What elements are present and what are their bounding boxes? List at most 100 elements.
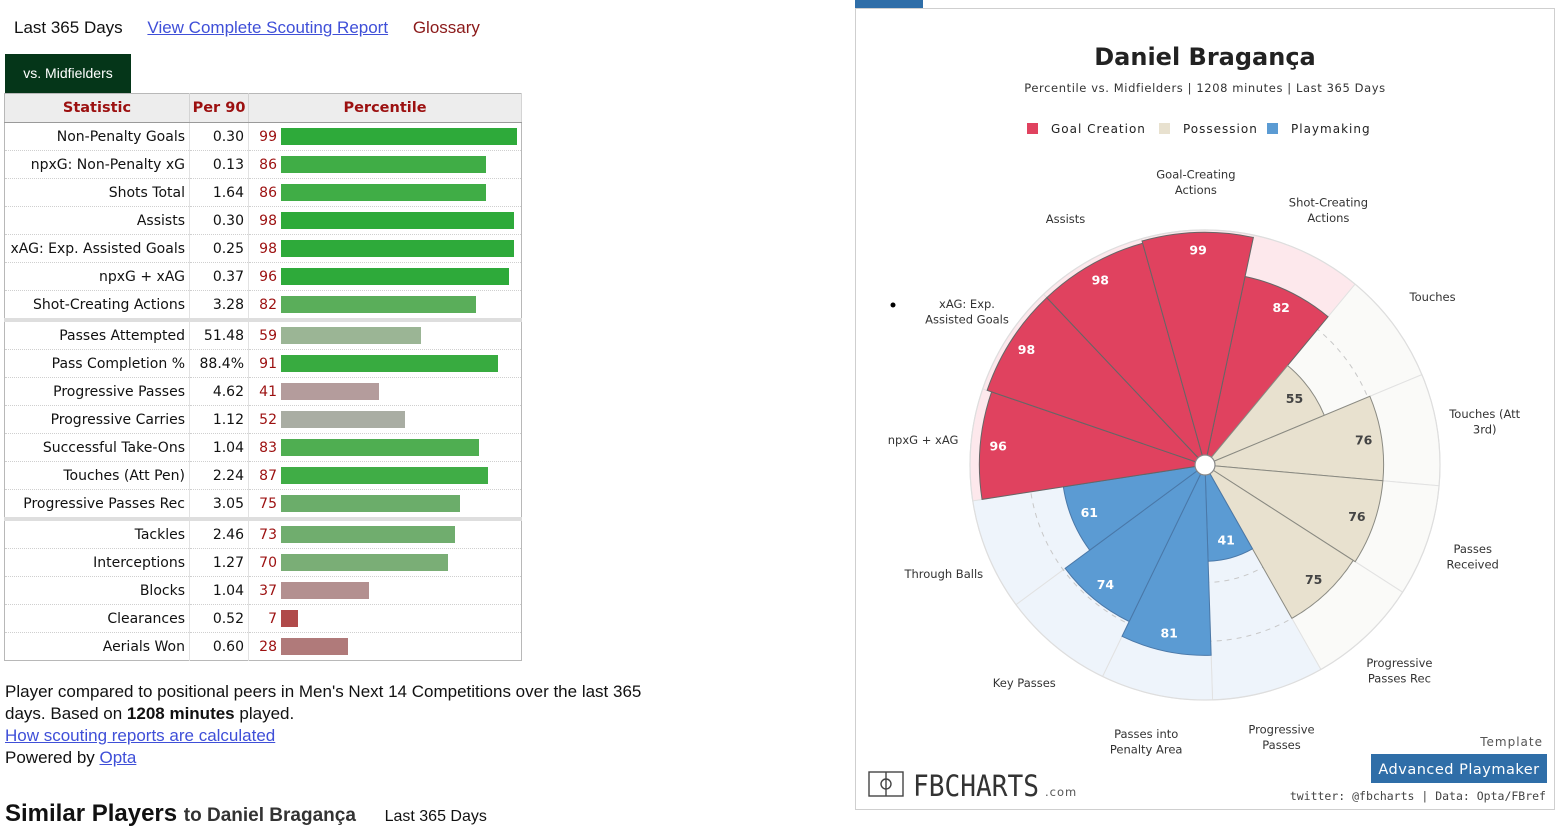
category-label: Assists [1046,212,1086,226]
legend-swatch [1027,123,1038,134]
pizza-chart: Daniel Bragança Percentile vs. Midfielde… [868,43,1547,803]
value-slice[interactable] [986,296,1206,466]
table-row: Interceptions 1.27 70 [4,548,522,577]
category-label: Actions [1175,183,1217,197]
percentile-value: 99 [259,128,277,145]
percentile-bar [281,268,509,285]
percentile-value: 98 [259,212,277,229]
table-row: npxG + xAG 0.37 96 [4,262,522,291]
percentile-cell: 91 [248,349,522,378]
percentile-bar [281,240,514,257]
stat-name: npxG + xAG [4,262,190,291]
percentile-cell: 82 [248,290,522,321]
value-slice[interactable] [1064,464,1206,623]
stat-name: Shot-Creating Actions [4,290,190,321]
opta-link[interactable]: Opta [99,748,137,767]
tab-vs-midfielders[interactable]: vs. Midfielders [5,54,131,93]
value-label: 75 [1305,572,1322,587]
value-slice[interactable] [1046,242,1206,466]
per90-value: 4.62 [189,377,249,406]
table-row: Progressive Passes 4.62 41 [4,377,522,406]
table-row: Blocks 1.04 37 [4,576,522,605]
legend-swatch [1267,123,1278,134]
table-row: Shot-Creating Actions 3.28 82 [4,290,522,321]
period-label: Last 365 Days [14,18,123,37]
category-label: Through Balls [903,567,983,581]
table-row: Aerials Won 0.60 28 [4,632,522,661]
percentile-bar [281,355,498,372]
category-label: 3rd) [1473,423,1497,437]
category-label: npxG + xAG [888,433,959,447]
category-label: Passes into [1114,727,1178,741]
percentile-cell: 28 [248,632,522,661]
percentile-cell: 98 [248,206,522,235]
minutes-played: 1208 minutes [126,704,235,723]
stat-name: Passes Attempted [4,318,190,350]
chart-legend: Goal Creation Possession Playmaking [1027,122,1370,136]
value-slice[interactable] [1121,464,1212,656]
per90-value: 0.37 [189,262,249,291]
percentile-cell: 86 [248,178,522,207]
percentile-bar [281,156,486,173]
value-slice[interactable] [1204,464,1384,563]
percentile-value: 52 [259,411,277,428]
percentile-bar [281,439,479,456]
per90-value: 0.52 [189,604,249,633]
table-row: Shots Total 1.64 86 [4,178,522,207]
per90-header[interactable]: Per 90 [189,93,249,123]
percentile-cell: 96 [248,262,522,291]
percentile-value: 7 [268,610,277,627]
similar-title: Similar Players [5,800,178,827]
how-calculated-link[interactable]: How scouting reports are calculated [5,726,276,745]
template-badge[interactable] [1371,754,1547,783]
chart-subtitle: Percentile vs. Midfielders | 1208 minute… [1024,81,1385,95]
table-row: Assists 0.30 98 [4,206,522,235]
value-slice[interactable] [1204,275,1329,466]
template-name: Advanced Playmaker [1378,762,1539,778]
value-slice[interactable] [978,391,1206,500]
chart-panel-tab[interactable] [855,0,923,8]
category-label: Passes [1262,738,1301,752]
percentile-bar [281,212,514,229]
table-header-row: Statistic Per 90 Percentile [4,93,522,123]
percentile-value: 37 [259,582,277,599]
percentile-bar [281,327,421,344]
percentile-value: 98 [259,240,277,257]
value-slice[interactable] [1204,464,1354,620]
percentile-value: 73 [259,526,277,543]
category-label: xAG: Exp. [939,297,995,311]
value-label: 55 [1286,391,1303,406]
outer-ring [969,229,1441,701]
table-row: Pass Completion % 88.4% 91 [4,349,522,378]
value-label: 82 [1272,300,1289,315]
percentile-bar [281,296,476,313]
category-label: Actions [1307,211,1349,225]
per90-value: 0.13 [189,150,249,179]
table-row: Non-Penalty Goals 0.30 99 [4,122,522,151]
per90-value: 1.04 [189,433,249,462]
percentile-value: 86 [259,184,277,201]
per90-value: 1.12 [189,405,249,434]
percentile-bar [281,638,348,655]
per90-value: 1.04 [189,576,249,605]
stat-name: Touches (Att Pen) [4,461,190,490]
percentile-cell: 73 [248,517,522,549]
statistic-header[interactable]: Statistic [4,93,190,123]
scouting-report-link[interactable]: View Complete Scouting Report [147,18,389,37]
value-label: 99 [1189,243,1206,258]
glossary-link[interactable]: Glossary [412,18,480,37]
per90-value: 3.05 [189,489,249,520]
percentile-header[interactable]: Percentile [248,93,522,123]
value-slice[interactable] [1141,231,1254,466]
stat-name: Aerials Won [4,632,190,661]
chart-wedges [969,229,1441,701]
stat-name: npxG: Non-Penalty xG [4,150,190,179]
stat-name: Progressive Passes [4,377,190,406]
brand-name: FBCHARTS [913,769,1039,803]
per90-value: 51.48 [189,318,249,350]
brand-suffix: .com [1045,785,1077,799]
stat-name: Blocks [4,576,190,605]
value-label: 74 [1097,577,1115,592]
per90-value: 1.64 [189,178,249,207]
stat-name: Successful Take-Ons [4,433,190,462]
